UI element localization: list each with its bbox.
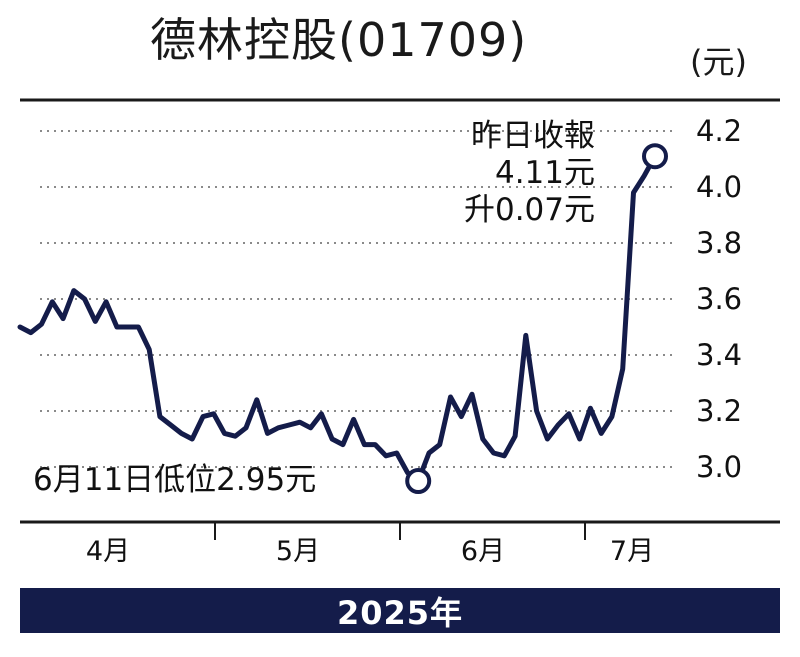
y-tick-label: 3.6 xyxy=(696,282,742,316)
x-tick-label: 6月 xyxy=(461,536,505,567)
close-annotation-line1: 昨日收報 xyxy=(471,118,595,154)
low-marker xyxy=(405,468,432,494)
y-tick-label: 4.2 xyxy=(696,114,742,148)
close-annotation-line3: 升0.07元 xyxy=(463,192,595,228)
chart-title: 德林控股(01709) xyxy=(150,13,528,67)
y-tick-label: 4.0 xyxy=(696,170,742,204)
close-marker xyxy=(642,143,668,170)
x-tick-label: 4月 xyxy=(86,536,130,567)
unit-label: (元) xyxy=(690,43,747,81)
year-label: 2025年 xyxy=(336,593,464,632)
close-annotation-line2: 4.11元 xyxy=(494,155,595,191)
price-series-line xyxy=(17,153,658,484)
x-tick-label: 7月 xyxy=(610,536,654,567)
y-tick-label: 3.2 xyxy=(696,394,742,428)
y-tick-label: 3.8 xyxy=(696,226,742,260)
year-banner: 2025年 xyxy=(20,588,780,633)
y-tick-label: 3.0 xyxy=(696,450,742,484)
x-tick-label: 5月 xyxy=(276,536,320,567)
close-annotation: 昨日收報 4.11元 升0.07元 xyxy=(464,118,595,229)
y-tick-label: 3.4 xyxy=(696,338,742,372)
low-annotation: 6月11日低位2.95元 xyxy=(33,462,317,498)
